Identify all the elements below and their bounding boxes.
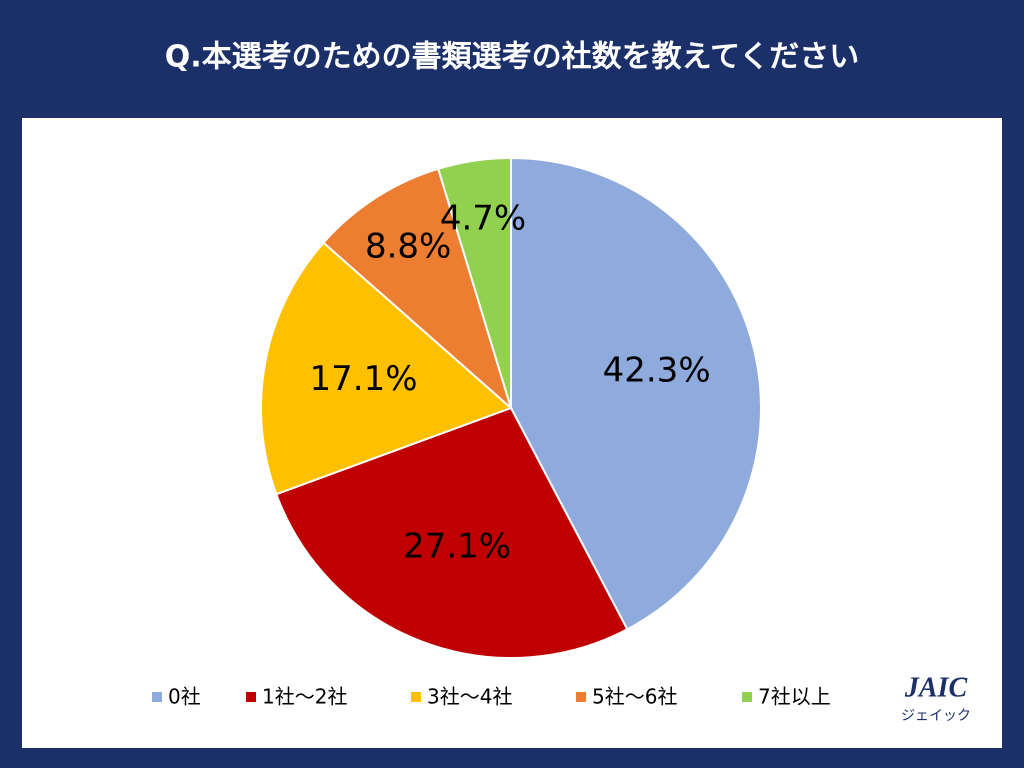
data-label: 4.7% [440,199,526,239]
legend-label: 5社～6社 [592,685,677,709]
legend-swatch [246,692,256,702]
legend-label: 3社～4社 [427,685,512,709]
pie-slice [322,167,513,412]
legend-swatch [742,692,752,702]
legend-label: 0社 [168,685,201,709]
data-label: 27.1% [403,526,511,566]
legend-swatch [152,692,162,702]
data-label: 42.3% [603,351,711,391]
legend-label: 7社以上 [758,685,831,709]
pie-slice [510,156,762,631]
data-label: 8.8% [365,227,451,267]
chart-title: Q.本選考のための書類選考の社数を教えてください [165,40,860,75]
pie-slice [260,241,513,496]
pie-slice [436,156,512,409]
logo-sub: ジェイック [901,708,971,724]
legend-swatch [576,692,586,702]
pie-slice [275,406,629,659]
data-label: 17.1% [310,359,418,399]
logo: JAIC [904,672,968,703]
legend-swatch [411,692,421,702]
legend-label: 1社～2社 [262,685,347,709]
